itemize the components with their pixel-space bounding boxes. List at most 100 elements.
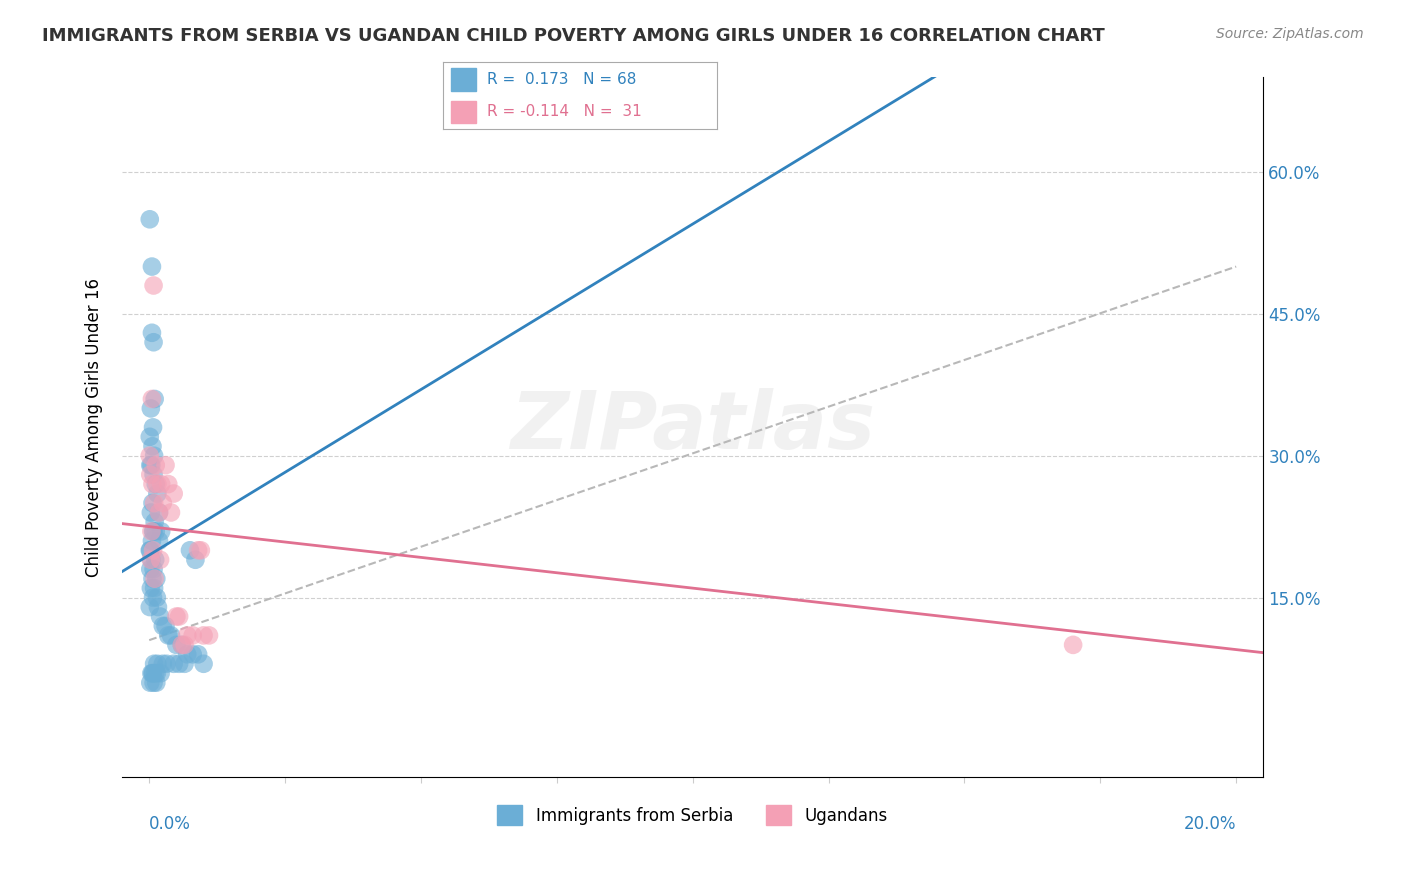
Point <box>141 524 163 539</box>
Bar <box>451 69 475 91</box>
Point <box>176 648 198 662</box>
Text: R = -0.114   N =  31: R = -0.114 N = 31 <box>486 104 641 120</box>
Point <box>143 657 166 671</box>
Point <box>167 657 190 671</box>
Point <box>190 543 212 558</box>
Point <box>141 477 163 491</box>
Legend: Immigrants from Serbia, Ugandans: Immigrants from Serbia, Ugandans <box>491 798 894 832</box>
Point <box>187 543 209 558</box>
Point <box>141 572 163 586</box>
Point <box>141 533 163 548</box>
Point <box>139 581 162 595</box>
Point <box>193 628 215 642</box>
Bar <box>451 101 475 123</box>
Text: ZIPatlas: ZIPatlas <box>510 388 875 467</box>
Point <box>145 477 167 491</box>
Text: 0.0%: 0.0% <box>149 815 191 833</box>
Point <box>143 449 166 463</box>
Point <box>187 648 209 662</box>
Point <box>139 543 162 558</box>
Point <box>141 260 163 274</box>
Text: Source: ZipAtlas.com: Source: ZipAtlas.com <box>1216 27 1364 41</box>
Text: IMMIGRANTS FROM SERBIA VS UGANDAN CHILD POVERTY AMONG GIRLS UNDER 16 CORRELATION: IMMIGRANTS FROM SERBIA VS UGANDAN CHILD … <box>42 27 1105 45</box>
Point <box>141 392 163 406</box>
Point <box>139 467 162 482</box>
Point <box>145 524 167 539</box>
Point <box>148 506 170 520</box>
Point <box>149 553 172 567</box>
Point <box>145 458 167 473</box>
Point <box>146 477 169 491</box>
Point <box>142 524 165 539</box>
Text: 20.0%: 20.0% <box>1184 815 1236 833</box>
Point <box>142 524 165 539</box>
Point <box>156 657 179 671</box>
Point <box>1062 638 1084 652</box>
Point <box>163 657 186 671</box>
Point <box>179 543 201 558</box>
Point <box>173 657 195 671</box>
Point <box>152 657 174 671</box>
Point <box>142 420 165 434</box>
Point <box>143 496 166 510</box>
Point <box>170 638 193 652</box>
Point <box>143 572 166 586</box>
Point <box>143 581 166 595</box>
Point <box>157 477 180 491</box>
Point <box>167 609 190 624</box>
Point <box>184 553 207 567</box>
Point <box>141 458 163 473</box>
Point <box>139 401 162 416</box>
Point <box>139 543 162 558</box>
Point <box>143 553 166 567</box>
Point <box>142 278 165 293</box>
Point <box>139 212 162 227</box>
Point <box>165 609 187 624</box>
Point <box>139 562 162 576</box>
Point <box>160 506 183 520</box>
Y-axis label: Child Poverty Among Girls Under 16: Child Poverty Among Girls Under 16 <box>86 277 103 577</box>
Point <box>149 666 172 681</box>
Point <box>141 496 163 510</box>
Point <box>160 628 183 642</box>
Point <box>142 675 165 690</box>
Point <box>181 628 204 642</box>
Point <box>139 430 162 444</box>
Point <box>198 628 221 642</box>
Point <box>142 562 165 576</box>
Point <box>139 553 162 567</box>
Point <box>139 449 162 463</box>
Point <box>141 439 163 453</box>
Point <box>146 486 169 500</box>
Point <box>173 638 195 652</box>
Text: R =  0.173   N = 68: R = 0.173 N = 68 <box>486 72 636 87</box>
Point <box>141 326 163 340</box>
Point <box>141 666 163 681</box>
Point <box>148 506 170 520</box>
Point <box>150 524 173 539</box>
Point <box>142 467 165 482</box>
Point <box>149 609 172 624</box>
Point <box>141 666 163 681</box>
Point <box>148 533 170 548</box>
Point <box>152 619 174 633</box>
Point <box>170 638 193 652</box>
Point <box>146 591 169 605</box>
Point <box>163 486 186 500</box>
Point <box>146 666 169 681</box>
Point <box>143 392 166 406</box>
Point <box>155 619 177 633</box>
Point <box>193 657 215 671</box>
Point <box>181 648 204 662</box>
Point <box>146 600 169 615</box>
Point <box>146 657 169 671</box>
Point <box>143 666 166 681</box>
Point <box>155 458 177 473</box>
Point <box>150 477 173 491</box>
Point <box>139 458 162 473</box>
Point <box>142 543 165 558</box>
Point <box>142 335 165 350</box>
Point <box>142 591 165 605</box>
Point <box>152 496 174 510</box>
Point <box>143 515 166 529</box>
